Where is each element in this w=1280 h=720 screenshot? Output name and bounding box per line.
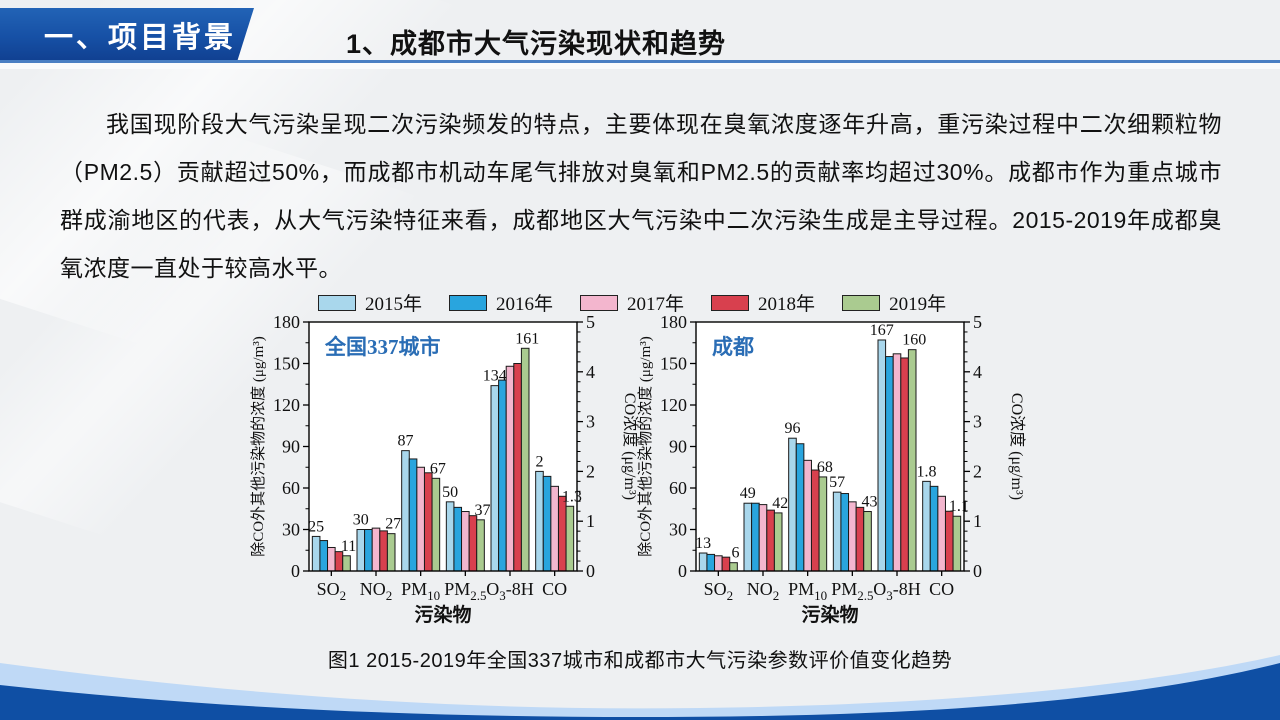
svg-text:30: 30 [669,520,687,540]
svg-text:O3-8H: O3-8H [873,579,921,603]
svg-text:30: 30 [353,512,369,529]
svg-text:90: 90 [282,437,300,457]
section-banner-label: 一、项目背景 [44,22,237,54]
svg-text:134: 134 [483,368,507,385]
legend-item: 2018年 [711,289,815,316]
svg-text:0: 0 [291,561,300,581]
svg-text:O3-8H: O3-8H [486,579,534,603]
svg-text:0: 0 [586,561,595,581]
svg-text:25: 25 [308,518,324,535]
svg-text:CO浓度 (μg/m³): CO浓度 (μg/m³) [621,393,639,500]
body-paragraph: 我国现阶段大气污染呈现二次污染频发的特点，主要体现在臭氧浓度逐年升高，重污染过程… [60,111,1222,281]
svg-text:120: 120 [660,395,687,415]
page-title: 1、成都市大气污染现状和趋势 [346,29,727,59]
chart-national-337-cities: 0 30 60 90 120 150 180 0 1 2 3 4 5 25 11 30 27 87 67 50 37 13… [247,312,639,634]
svg-text:CO: CO [929,579,954,599]
svg-text:30: 30 [282,520,300,540]
legend-item: 2019年 [842,289,946,316]
svg-text:90: 90 [669,437,687,457]
legend-swatch [842,294,881,311]
chart-chengdu: 0 30 60 90 120 150 180 0 1 2 3 4 5 13 6 49 42 96 68 57 43 167… [634,312,1026,634]
svg-text:37: 37 [475,502,491,519]
legend-label: 2016年 [496,294,554,315]
svg-text:污染物: 污染物 [801,603,858,626]
svg-text:2: 2 [973,461,982,481]
svg-text:PM2.5: PM2.5 [444,579,486,603]
svg-text:PM10: PM10 [788,579,827,603]
svg-text:5: 5 [586,316,595,332]
svg-text:120: 120 [273,395,300,415]
svg-text:3: 3 [586,412,595,432]
svg-text:57: 57 [829,474,845,491]
svg-text:1.1: 1.1 [949,498,969,515]
figure-caption: 图1 2015-2019年全国337城市和成都市大气污染参数评价值变化趋势 [327,650,953,672]
svg-text:49: 49 [740,485,756,502]
svg-text:2: 2 [535,453,543,470]
svg-text:13: 13 [695,535,711,552]
svg-text:0: 0 [678,561,687,581]
footer-wave [0,655,1280,720]
svg-text:2: 2 [586,461,595,481]
svg-text:5: 5 [973,316,982,332]
svg-text:161: 161 [515,330,539,347]
svg-text:60: 60 [282,478,300,498]
legend-swatch [449,294,488,311]
svg-text:180: 180 [660,316,687,332]
svg-text:PM10: PM10 [401,579,440,603]
legend-item: 2015年 [318,289,422,316]
legend-item: 2017年 [580,289,684,316]
legend-label: 2019年 [889,294,947,315]
svg-text:CO浓度 (μg/m³): CO浓度 (μg/m³) [1008,393,1026,500]
svg-text:96: 96 [784,420,800,437]
svg-text:除CO外其他污染物的浓度 (μg/m³): 除CO外其他污染物的浓度 (μg/m³) [250,336,267,556]
svg-text:60: 60 [669,478,687,498]
svg-text:1: 1 [973,511,982,531]
header-divider [0,60,1280,63]
svg-text:1: 1 [586,511,595,531]
svg-text:4: 4 [973,362,982,382]
legend-label: 2018年 [758,294,816,315]
svg-text:67: 67 [430,460,446,477]
legend-swatch [318,294,356,311]
svg-text:43: 43 [862,494,878,511]
svg-text:150: 150 [273,354,300,374]
svg-text:SO2: SO2 [704,579,734,603]
legend-label: 2017年 [627,294,685,315]
svg-text:NO2: NO2 [360,579,393,603]
svg-text:SO2: SO2 [317,579,347,603]
svg-text:CO: CO [542,579,567,599]
chart-legend: 2015年 2016年 2017年 2018年 2019年 [318,289,946,316]
svg-text:污染物: 污染物 [414,603,471,626]
svg-text:1.3: 1.3 [562,488,582,505]
section-banner: 一、项目背景 [0,8,254,62]
svg-text:0: 0 [973,561,982,581]
svg-text:NO2: NO2 [747,579,780,603]
svg-text:11: 11 [341,538,356,555]
legend-swatch [711,294,750,311]
svg-text:87: 87 [397,433,413,450]
svg-text:150: 150 [660,354,687,374]
svg-text:50: 50 [442,484,458,501]
svg-text:3: 3 [973,412,982,432]
svg-text:PM2.5: PM2.5 [831,579,873,603]
legend-swatch [580,294,619,311]
legend-label: 2015年 [365,294,423,315]
svg-text:1.8: 1.8 [916,463,936,480]
svg-text:全国337城市: 全国337城市 [324,335,441,359]
header-divider-glow [0,63,1280,69]
svg-text:167: 167 [870,322,894,339]
svg-text:除CO外其他污染物的浓度 (μg/m³): 除CO外其他污染物的浓度 (μg/m³) [637,336,654,556]
svg-text:180: 180 [273,316,300,332]
svg-text:27: 27 [385,516,401,533]
svg-text:160: 160 [902,332,926,349]
svg-text:4: 4 [586,362,595,382]
svg-text:42: 42 [772,495,788,512]
svg-text:6: 6 [732,545,740,562]
svg-text:68: 68 [817,459,833,476]
legend-item: 2016年 [449,289,553,316]
svg-text:成都: 成都 [712,335,754,359]
